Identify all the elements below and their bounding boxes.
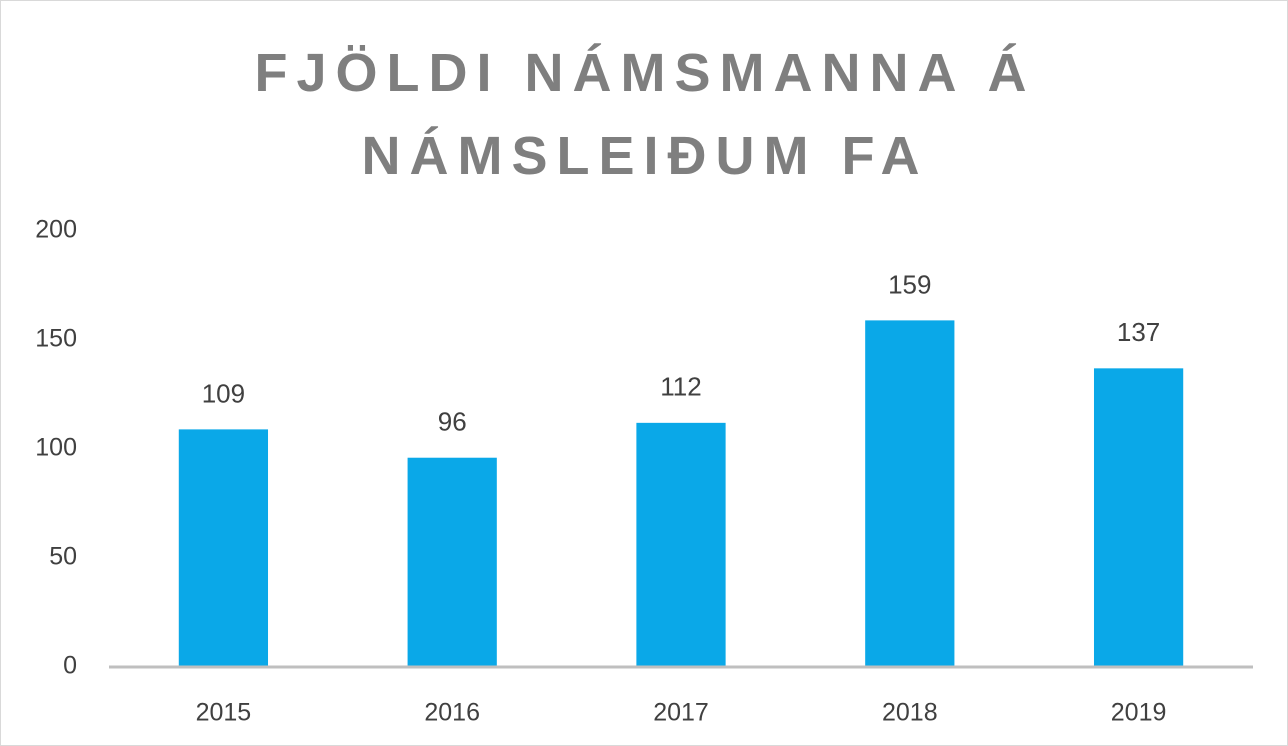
x-tick-label: 2017	[653, 699, 709, 727]
x-tick-label: 2019	[1111, 699, 1167, 727]
bar	[636, 422, 726, 667]
value-label: 112	[660, 372, 701, 402]
y-tick-label: 0	[63, 652, 77, 680]
bar	[407, 457, 497, 667]
x-tick-label: 2016	[424, 699, 480, 727]
bar	[178, 429, 269, 667]
y-tick-label: 50	[49, 543, 77, 571]
y-tick-label: 200	[35, 216, 77, 244]
y-tick-label: 100	[35, 434, 77, 462]
x-tick-label: 2018	[882, 699, 938, 727]
bar	[1093, 368, 1184, 667]
value-label: 159	[888, 269, 931, 299]
x-tick-label: 2015	[196, 699, 252, 727]
value-label: 96	[438, 407, 467, 437]
bar	[865, 320, 955, 667]
value-label: 109	[202, 378, 245, 408]
value-label: 137	[1117, 317, 1160, 347]
chart-title: FJÖLDI NÁMSMANNA Á NÁMSLEIÐUM FA	[254, 43, 1036, 186]
y-tick-label: 150	[35, 325, 77, 353]
